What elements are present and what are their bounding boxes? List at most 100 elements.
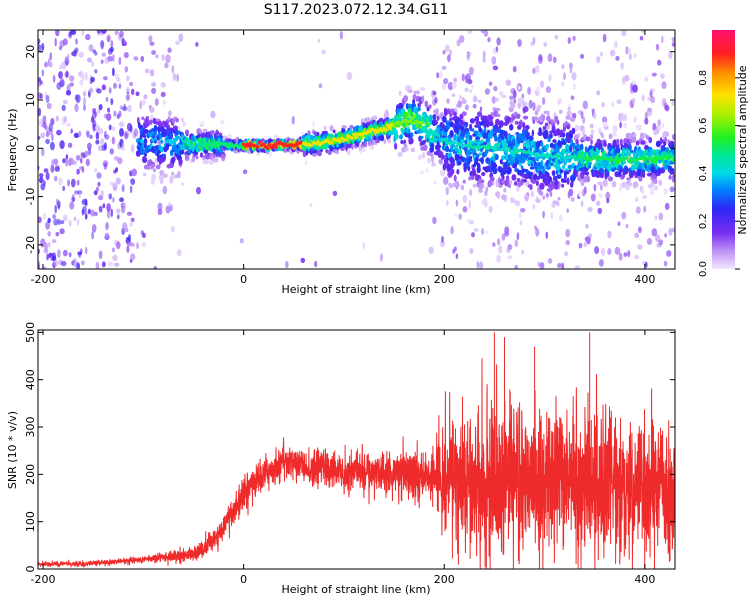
heatmap-cell <box>499 158 503 165</box>
heatmap-cell <box>393 142 398 150</box>
heatmap-cell <box>543 110 548 115</box>
heatmap-cell <box>60 220 65 225</box>
heatmap-cell <box>509 124 514 131</box>
heatmap-cell <box>291 115 295 125</box>
heatmap-cell <box>502 141 508 150</box>
heatmap-cell <box>49 52 53 61</box>
heatmap-cell <box>161 176 165 181</box>
colorbar-label: Normalized spectral amplitude <box>736 65 749 234</box>
heatmap-cell <box>55 30 60 37</box>
heatmap-cell <box>461 139 466 144</box>
heatmap-cell <box>540 159 544 168</box>
heatmap-cell <box>176 249 182 257</box>
heatmap-cell <box>454 180 460 189</box>
heatmap-cell <box>114 30 119 35</box>
heatmap-cell <box>483 30 489 37</box>
heatmap-cell <box>155 164 161 170</box>
heatmap-cell <box>456 169 460 175</box>
heatmap-cell <box>569 66 573 74</box>
heatmap-cell <box>165 54 171 64</box>
heatmap-cell <box>139 139 144 144</box>
heatmap-cell <box>503 169 508 174</box>
heatmap-cell <box>505 79 511 86</box>
heatmap-cell <box>38 135 41 140</box>
heatmap-cell <box>472 103 477 109</box>
heatmap-cell <box>600 184 603 191</box>
heatmap-cell <box>106 209 111 219</box>
heatmap-cell <box>57 218 61 225</box>
heatmap-ridge-cell <box>382 126 386 130</box>
heatmap-cell <box>535 198 541 203</box>
heatmap-cell <box>636 124 642 131</box>
heatmap-cell <box>578 190 582 198</box>
heatmap-ridge-cell <box>273 145 278 149</box>
heatmap-cell <box>583 186 587 195</box>
heatmap-cell <box>468 66 474 76</box>
heatmap-cell <box>482 55 486 64</box>
heatmap-cell <box>562 164 566 170</box>
heatmap-cell <box>384 111 389 119</box>
heatmap-cell <box>103 142 107 151</box>
heatmap-cell <box>220 119 225 125</box>
heatmap-cell <box>143 164 149 170</box>
heatmap-cell <box>435 108 439 116</box>
heatmap-cell <box>422 151 426 159</box>
x-tick-label: -200 <box>31 573 56 586</box>
heatmap-cell <box>52 74 56 83</box>
heatmap-cell <box>153 124 158 133</box>
heatmap-cell <box>543 42 548 47</box>
heatmap-cell <box>469 89 472 94</box>
heatmap-cell <box>514 200 521 207</box>
heatmap-ridge-cell <box>625 156 629 160</box>
heatmap-cell <box>462 206 468 213</box>
heatmap-cell <box>612 125 618 133</box>
heatmap-cell <box>523 142 529 148</box>
heatmap-cell <box>564 251 569 257</box>
heatmap-cell <box>639 35 644 41</box>
heatmap-cell <box>492 242 496 247</box>
heatmap-cell <box>480 184 485 189</box>
heatmap-cell <box>300 257 306 263</box>
heatmap-cell <box>545 231 549 239</box>
heatmap-cell <box>143 94 148 100</box>
heatmap-ridge-cell <box>388 126 392 130</box>
heatmap-cell <box>532 102 536 111</box>
heatmap-cell <box>529 166 535 170</box>
heatmap-cell <box>547 53 553 63</box>
heatmap-cell <box>642 133 647 138</box>
heatmap-cell <box>490 111 494 117</box>
heatmap-cell <box>168 138 174 146</box>
heatmap-cell <box>117 157 123 165</box>
heatmap-cell <box>397 151 403 158</box>
heatmap-cell <box>181 149 185 153</box>
heatmap-cell <box>107 261 113 267</box>
heatmap-cell <box>488 81 493 86</box>
heatmap-cell <box>524 194 529 202</box>
heatmap-cell <box>559 169 564 173</box>
heatmap-cell <box>129 81 134 87</box>
heatmap-cell <box>139 100 142 110</box>
heatmap-cell <box>644 117 649 125</box>
heatmap-cell <box>317 38 321 43</box>
heatmap-cell <box>109 148 115 155</box>
heatmap-cell <box>469 248 474 254</box>
heatmap-cell <box>611 101 614 108</box>
heatmap-cell <box>559 214 563 222</box>
figure-title: S117.2023.072.12.34.G11 <box>264 2 449 18</box>
colorbar-gradient <box>712 30 735 269</box>
heatmap-cell <box>657 59 662 66</box>
heatmap-cell <box>641 30 645 33</box>
heatmap-cell <box>111 247 115 253</box>
heatmap-cell <box>641 188 645 194</box>
heatmap-cell <box>213 156 219 163</box>
heatmap-ridge-cell <box>452 141 457 145</box>
heatmap-cell <box>645 134 650 140</box>
heatmap-cell <box>89 134 93 139</box>
heatmap-cell <box>412 94 417 100</box>
heatmap-cell <box>665 104 670 112</box>
heatmap-cell <box>148 35 153 43</box>
heatmap-cell <box>63 116 67 123</box>
heatmap-cell <box>449 130 454 138</box>
y-tick-label: 0 <box>24 145 37 152</box>
heatmap-cell <box>62 99 68 105</box>
